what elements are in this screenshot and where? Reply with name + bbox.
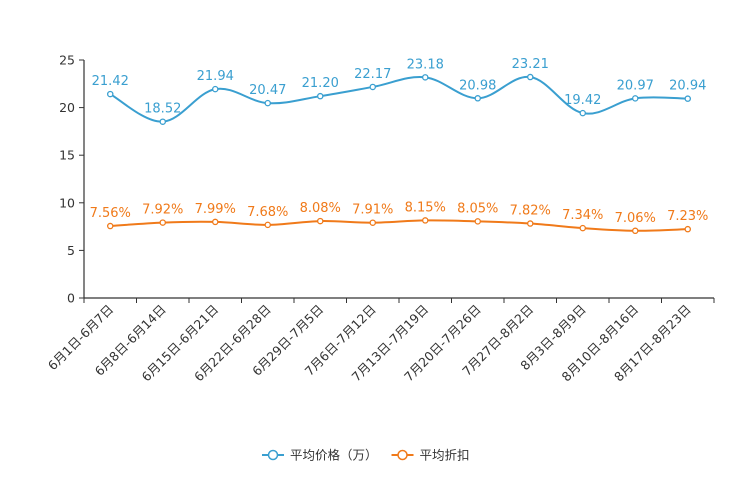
- series-0-data-label: 23.21: [512, 57, 549, 72]
- series-0-data-label: 20.94: [669, 79, 706, 94]
- y-tick-label: 10: [59, 195, 75, 210]
- series-1-data-label: 7.92%: [142, 203, 183, 218]
- series-0-point[interactable]: [632, 95, 639, 102]
- series-1-point[interactable]: [264, 221, 271, 229]
- series-0-data-label: 21.42: [92, 74, 129, 89]
- series-line-1: [110, 219, 688, 232]
- series-0-data-label: 18.52: [144, 102, 181, 117]
- legend-item-0[interactable]: 平均价格（万）: [262, 448, 378, 463]
- series-0-point[interactable]: [107, 90, 114, 98]
- series-1-data-label: 7.91%: [352, 203, 393, 218]
- y-tick-label: 25: [59, 53, 75, 68]
- series-0-data-label: 21.94: [197, 69, 234, 84]
- series-1-point[interactable]: [211, 218, 219, 226]
- legend-marker: [267, 449, 279, 461]
- series-0-point[interactable]: [474, 95, 481, 102]
- y-tick-label: 0: [67, 291, 75, 306]
- legend[interactable]: 平均价格（万） 平均折扣: [262, 448, 470, 463]
- series-1-point[interactable]: [474, 218, 481, 225]
- series-1-point[interactable]: [316, 217, 324, 225]
- series-0-data-label: 20.97: [617, 78, 654, 93]
- series-1-data-label: 7.34%: [562, 208, 603, 223]
- series-0-point[interactable]: [369, 83, 376, 91]
- series-0-data-label: 20.98: [459, 78, 496, 93]
- series-0-point[interactable]: [211, 85, 219, 93]
- series-0-point[interactable]: [316, 92, 324, 100]
- y-tick-label: 5: [67, 243, 75, 258]
- series-1-data-label: 7.23%: [667, 209, 708, 224]
- series-1-data-label: 7.68%: [247, 205, 288, 220]
- y-tick-label: 15: [59, 148, 75, 163]
- series-0-point[interactable]: [159, 118, 166, 125]
- series-0-point[interactable]: [684, 95, 692, 102]
- series-0-data-label: 23.18: [407, 57, 444, 72]
- legend-item-1[interactable]: 平均折扣: [391, 448, 470, 463]
- series-0-point[interactable]: [421, 74, 429, 81]
- series-1-point[interactable]: [579, 224, 587, 232]
- series-1-data-label: 7.56%: [90, 206, 131, 221]
- series-0-data-label: 19.42: [564, 93, 601, 108]
- legend-label: 平均折扣: [420, 448, 470, 463]
- series-0-data-label: 20.47: [249, 83, 286, 98]
- series-0-data-label: 22.17: [354, 67, 391, 82]
- series-1-point[interactable]: [632, 227, 639, 235]
- y-tick-label: 20: [59, 100, 75, 115]
- series-0-point[interactable]: [527, 73, 534, 81]
- series-1-point[interactable]: [369, 219, 376, 226]
- series-1-point[interactable]: [527, 220, 534, 227]
- series-0-data-label: 21.20: [302, 76, 339, 91]
- legend-marker: [397, 449, 408, 461]
- series-1-data-label: 7.06%: [615, 211, 656, 226]
- series-1-data-label: 8.15%: [405, 200, 446, 215]
- series-1-data-label: 7.99%: [195, 202, 236, 217]
- series-0-point[interactable]: [264, 99, 271, 107]
- series-1-point[interactable]: [421, 217, 429, 224]
- legend-label: 平均价格（万）: [290, 448, 378, 463]
- series-1-data-label: 7.82%: [510, 204, 551, 219]
- series-points: [107, 73, 692, 235]
- series-1-point[interactable]: [159, 219, 166, 226]
- series-1-point[interactable]: [684, 225, 692, 233]
- series-1-data-label: 8.05%: [457, 201, 498, 216]
- series-1-data-label: 8.08%: [300, 201, 341, 216]
- series-0-point[interactable]: [579, 109, 587, 117]
- data-labels: 21.42 18.52 21.94 20.47 21.20 22.17 23.18 20.98…: [90, 57, 709, 226]
- series-1-point[interactable]: [107, 222, 114, 230]
